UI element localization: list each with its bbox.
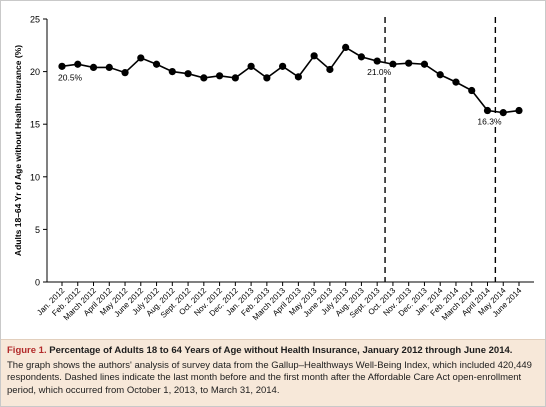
line-chart: 0 5 10 15 20 25 Adults 18–64 Yr of Age without… bbox=[13, 15, 534, 322]
data-point bbox=[483, 106, 492, 115]
data-point bbox=[468, 86, 476, 95]
annotation-background bbox=[57, 72, 85, 83]
data-point bbox=[515, 106, 523, 115]
data-point bbox=[263, 74, 271, 82]
y-tick-label: 5 bbox=[35, 225, 40, 235]
data-point bbox=[184, 70, 192, 78]
data-point bbox=[389, 60, 397, 68]
data-point bbox=[231, 74, 239, 82]
caption-body: The graph shows the authors' analysis of… bbox=[7, 359, 532, 396]
caption-title: Percentage of Adults 18 to 64 Years of A… bbox=[49, 345, 513, 356]
y-tick-label: 20 bbox=[30, 67, 40, 77]
data-point bbox=[152, 60, 161, 68]
data-point bbox=[294, 73, 302, 81]
figure-caption: Figure 1. Percentage of Adults 18 to 64 … bbox=[1, 339, 545, 406]
y-tick-label: 15 bbox=[30, 120, 40, 130]
chart-area: 0 5 10 15 20 25 Adults 18–64 Yr of Age without… bbox=[1, 1, 545, 339]
y-tick-label: 0 bbox=[35, 278, 40, 288]
y-axis-label: Adults 18–64 Yr of Age without Health In… bbox=[13, 45, 23, 256]
data-point bbox=[137, 54, 145, 62]
data-point bbox=[436, 71, 444, 79]
data-annotation: 16.3% bbox=[477, 117, 502, 127]
y-tick-label: 10 bbox=[30, 172, 40, 182]
data-point bbox=[89, 63, 98, 71]
data-point bbox=[279, 62, 287, 70]
annotation-background bbox=[365, 67, 394, 78]
caption-heading: Figure 1. Percentage of Adults 18 to 64 … bbox=[7, 345, 537, 358]
data-point bbox=[310, 52, 318, 60]
data-point bbox=[200, 74, 208, 82]
data-point bbox=[58, 62, 66, 70]
data-point bbox=[326, 65, 334, 74]
series-line bbox=[61, 46, 520, 114]
data-point bbox=[499, 109, 507, 117]
data-annotation: 20.5% bbox=[58, 72, 83, 82]
data-annotation: 21.0% bbox=[367, 67, 392, 77]
data-point bbox=[373, 57, 381, 65]
data-point bbox=[420, 60, 429, 68]
data-point bbox=[247, 62, 255, 70]
data-point bbox=[452, 78, 460, 86]
data-point bbox=[405, 59, 413, 67]
y-tick-label: 25 bbox=[30, 15, 40, 25]
data-point bbox=[215, 72, 224, 80]
data-point bbox=[74, 60, 82, 68]
data-point bbox=[105, 63, 113, 71]
data-point bbox=[121, 69, 129, 77]
data-point bbox=[342, 43, 350, 52]
data-point bbox=[357, 53, 366, 61]
caption-label: Figure 1. bbox=[7, 345, 47, 356]
data-point bbox=[168, 68, 176, 76]
annotation-background bbox=[475, 116, 504, 127]
